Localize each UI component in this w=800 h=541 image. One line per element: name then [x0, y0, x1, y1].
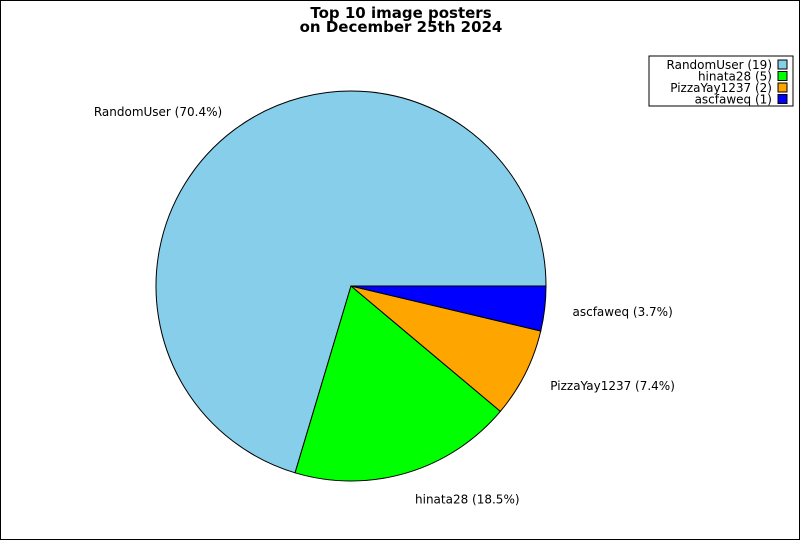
legend: RandomUser (19)hinata28 (5)PizzaYay1237 … — [648, 55, 794, 107]
pie-slice-hinata28 — [294, 285, 502, 482]
legend-swatch-randomuser — [777, 59, 788, 70]
slice-label-pizzayay1237: PizzaYay1237 (7.4%) — [550, 379, 675, 393]
slice-label-hinata28: hinata28 (18.5%) — [415, 493, 520, 507]
slice-label-randomuser: RandomUser (70.4%) — [94, 105, 222, 119]
slice-label-ascfaweq: ascfaweq (3.7%) — [573, 305, 673, 319]
pie-slice-randomuser — [155, 90, 547, 474]
chart-subtitle: on December 25th 2024 — [300, 18, 503, 36]
chart-title: Top 10 image posters — [310, 4, 491, 22]
legend-swatch-pizzayay1237 — [777, 82, 788, 93]
legend-label-ascfaweq: ascfaweq (1) — [695, 93, 772, 107]
pie-slices — [155, 90, 547, 482]
legend-swatch-hinata28 — [777, 71, 788, 81]
legend-label-hinata28: hinata28 (5) — [698, 70, 772, 84]
legend-label-randomuser: RandomUser (19) — [667, 58, 772, 72]
legend-swatch-ascfaweq — [777, 94, 788, 104]
pie-slice-labels: RandomUser (70.4%) hinata28 (18.5%) PizzaY… — [94, 105, 675, 507]
legend-label-pizzayay1237: PizzaYay1237 (2) — [670, 81, 772, 95]
pie-slice-ascfaweq — [350, 285, 547, 332]
legend-box — [648, 55, 794, 107]
